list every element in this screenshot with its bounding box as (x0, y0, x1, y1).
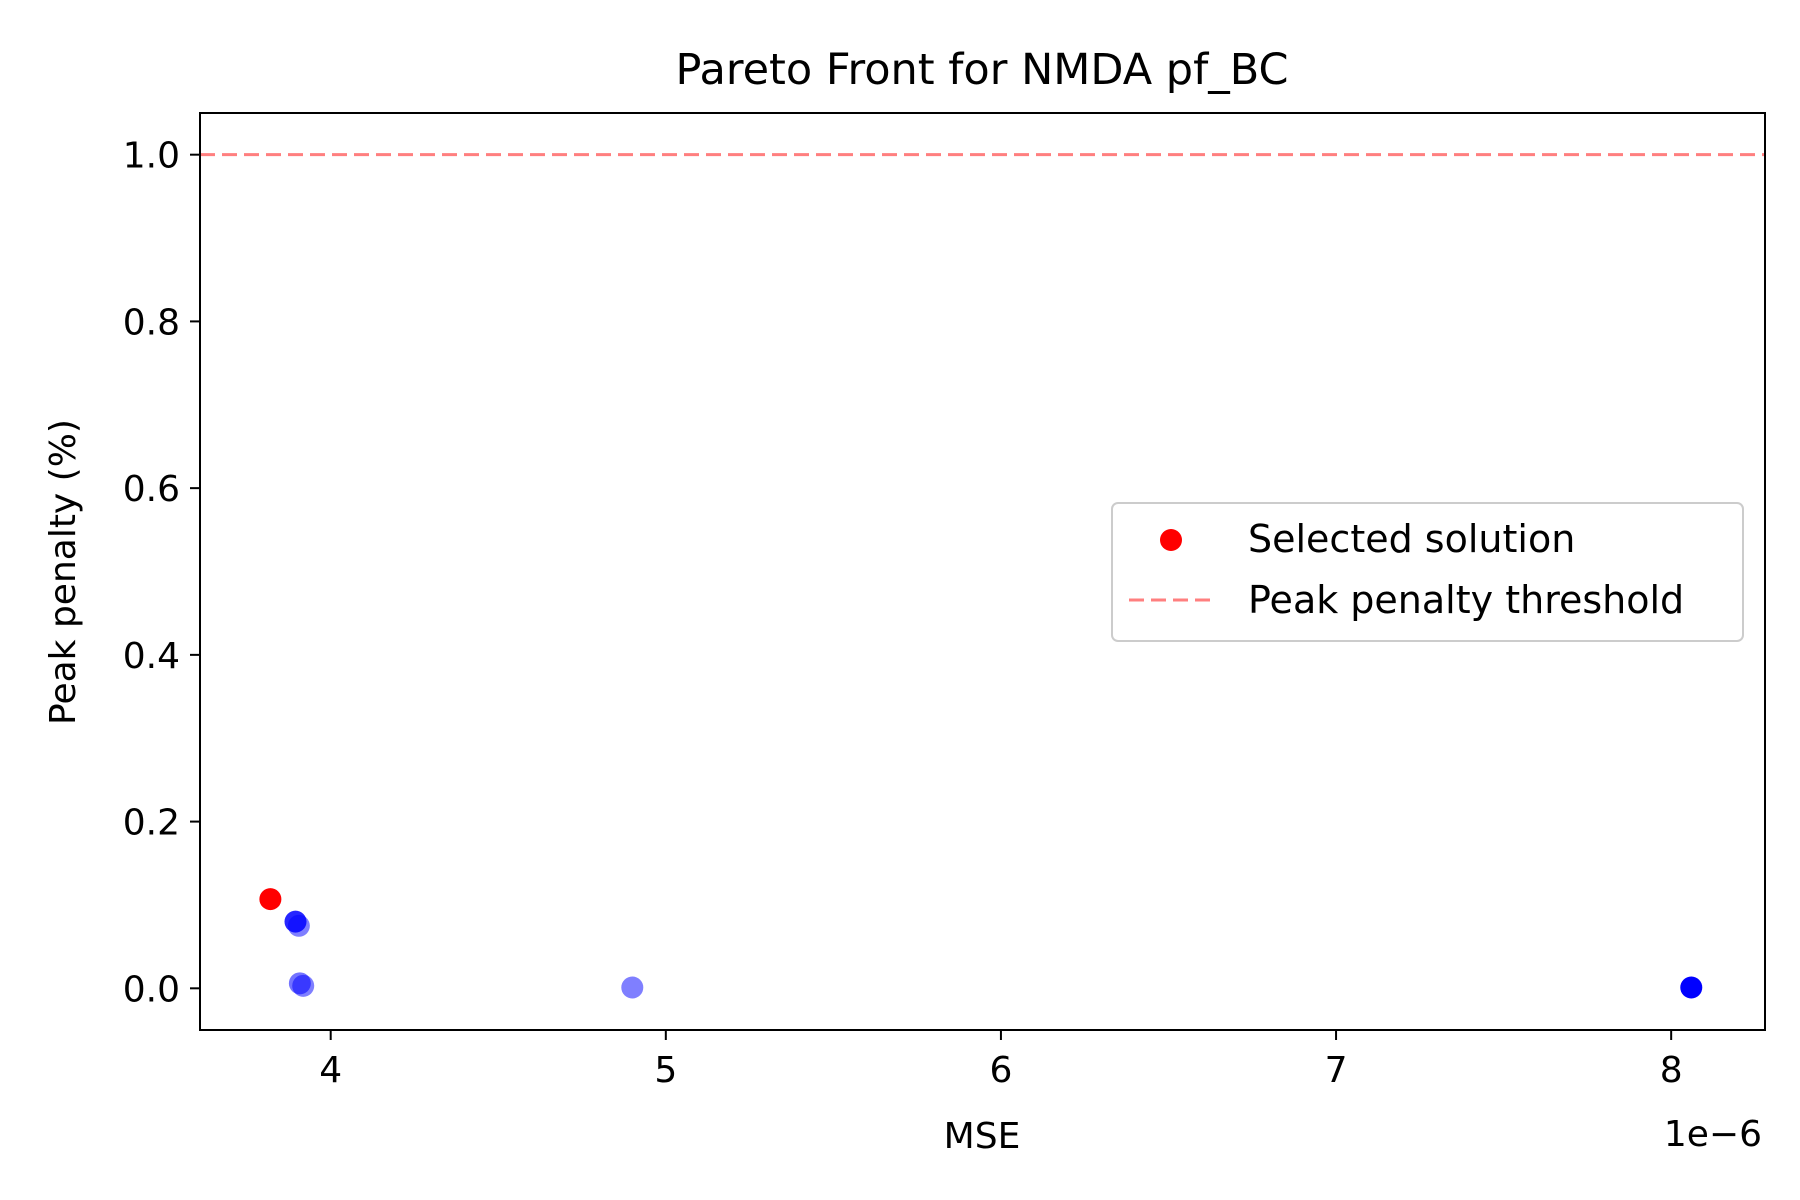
legend-threshold-label: Peak penalty threshold (1248, 578, 1684, 622)
x-tick-label: 6 (989, 1050, 1012, 1091)
axes-frame (199, 112, 1766, 1031)
x-tick-label: 7 (1325, 1050, 1348, 1091)
x-tick-label: 8 (1660, 1050, 1683, 1091)
y-axis-label: Peak penalty (%) (43, 419, 84, 725)
x-tick-label: 4 (319, 1050, 342, 1091)
selected-solution-point (259, 888, 282, 911)
pareto-point-5 (1680, 976, 1703, 999)
legend-frame (1111, 502, 1744, 642)
pareto-point-4 (621, 976, 644, 999)
x-axis-offset-text: 1e−6 (1664, 1114, 1762, 1155)
pareto-point-1 (287, 914, 310, 937)
y-tick-label: 0.8 (123, 302, 180, 343)
axis-ticks: 4 5 6 7 8 0.0 0.2 0.4 0.6 0.8 1.0 (123, 136, 1683, 1091)
x-tick-label: 5 (654, 1050, 677, 1091)
legend-selected-marker (1160, 529, 1182, 551)
y-tick-label: 0.6 (123, 469, 180, 510)
pareto-point-3 (292, 974, 315, 997)
y-tick-label: 0.2 (123, 803, 180, 844)
legend: Selected solution Peak penalty threshold (1111, 502, 1744, 642)
scatter-points (259, 888, 1703, 999)
chart-title: Pareto Front for NMDA pf_BC (675, 45, 1288, 95)
x-axis-label: MSE (944, 1116, 1021, 1157)
legend-selected-label: Selected solution (1248, 517, 1575, 561)
y-tick-label: 0.0 (123, 969, 180, 1010)
y-tick-label: 1.0 (123, 136, 180, 177)
y-tick-label: 0.4 (123, 636, 180, 677)
